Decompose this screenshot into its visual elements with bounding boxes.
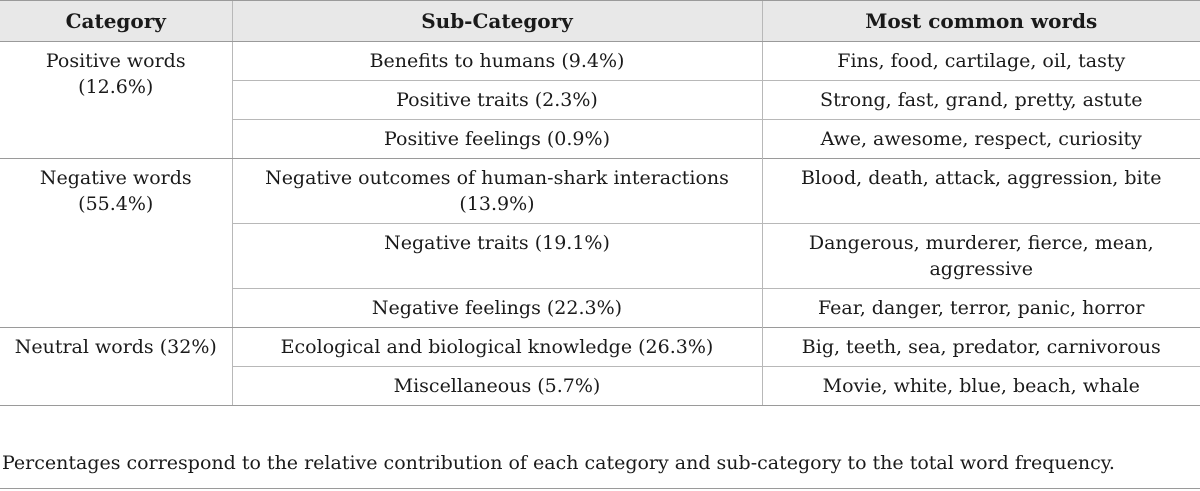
word-category-table: Category Sub-Category Most common words …	[0, 0, 1200, 406]
table-row: Neutral words (32%) Ecological and biolo…	[0, 327, 1200, 406]
words-cell: Fear, danger, terror, panic, horror	[761, 288, 1200, 328]
sub-category-cell: Positive traits (2.3%)	[231, 80, 762, 120]
category-cell-negative: Negative words (55.4%)	[0, 158, 232, 328]
category-cell-neutral: Neutral words (32%)	[0, 327, 232, 406]
sub-category-cell: Negative outcomes of human-shark interac…	[231, 158, 762, 224]
table-row: Positive traits (2.3%) Strong, fast, gra…	[0, 80, 1200, 120]
footnote-divider	[0, 488, 1200, 489]
header-sub-category: Sub-Category	[231, 0, 762, 42]
table-row: Negative words (55.4%) Negative outcomes…	[0, 158, 1200, 328]
sub-category-cell: Ecological and biological knowledge (26.…	[231, 327, 762, 367]
words-cell: Awe, awesome, respect, curiosity	[761, 119, 1200, 159]
document-sheet: Category Sub-Category Most common words …	[0, 0, 1200, 406]
category-cell-positive: Positive words (12.6%)	[0, 41, 232, 159]
sub-category-cell: Miscellaneous (5.7%)	[231, 366, 762, 406]
words-cell: Fins, food, cartilage, oil, tasty	[761, 41, 1200, 81]
words-cell: Blood, death, attack, aggression, bite	[761, 158, 1200, 224]
table-header-row: Category Sub-Category Most common words	[0, 0, 1200, 42]
sub-category-cell: Benefits to humans (9.4%)	[231, 41, 762, 81]
words-cell: Big, teeth, sea, predator, carnivorous	[761, 327, 1200, 367]
table-row: Miscellaneous (5.7%) Movie, white, blue,…	[0, 366, 1200, 406]
header-category: Category	[0, 0, 232, 42]
table-row: Negative traits (19.1%) Dangerous, murde…	[0, 223, 1200, 289]
words-cell: Dangerous, murderer, fierce, mean, aggre…	[761, 223, 1200, 289]
sub-category-cell: Positive feelings (0.9%)	[231, 119, 762, 159]
sub-category-cell: Negative traits (19.1%)	[231, 223, 762, 289]
words-cell: Movie, white, blue, beach, whale	[761, 366, 1200, 406]
table-row: Negative feelings (22.3%) Fear, danger, …	[0, 288, 1200, 328]
table-footnote: Percentages correspond to the relative c…	[2, 452, 1115, 474]
header-most-common-words: Most common words	[761, 0, 1200, 42]
sub-category-cell: Negative feelings (22.3%)	[231, 288, 762, 328]
words-cell: Strong, fast, grand, pretty, astute	[761, 80, 1200, 120]
table-row: Positive words (12.6%) Benefits to human…	[0, 41, 1200, 159]
table-row: Positive feelings (0.9%) Awe, awesome, r…	[0, 119, 1200, 159]
